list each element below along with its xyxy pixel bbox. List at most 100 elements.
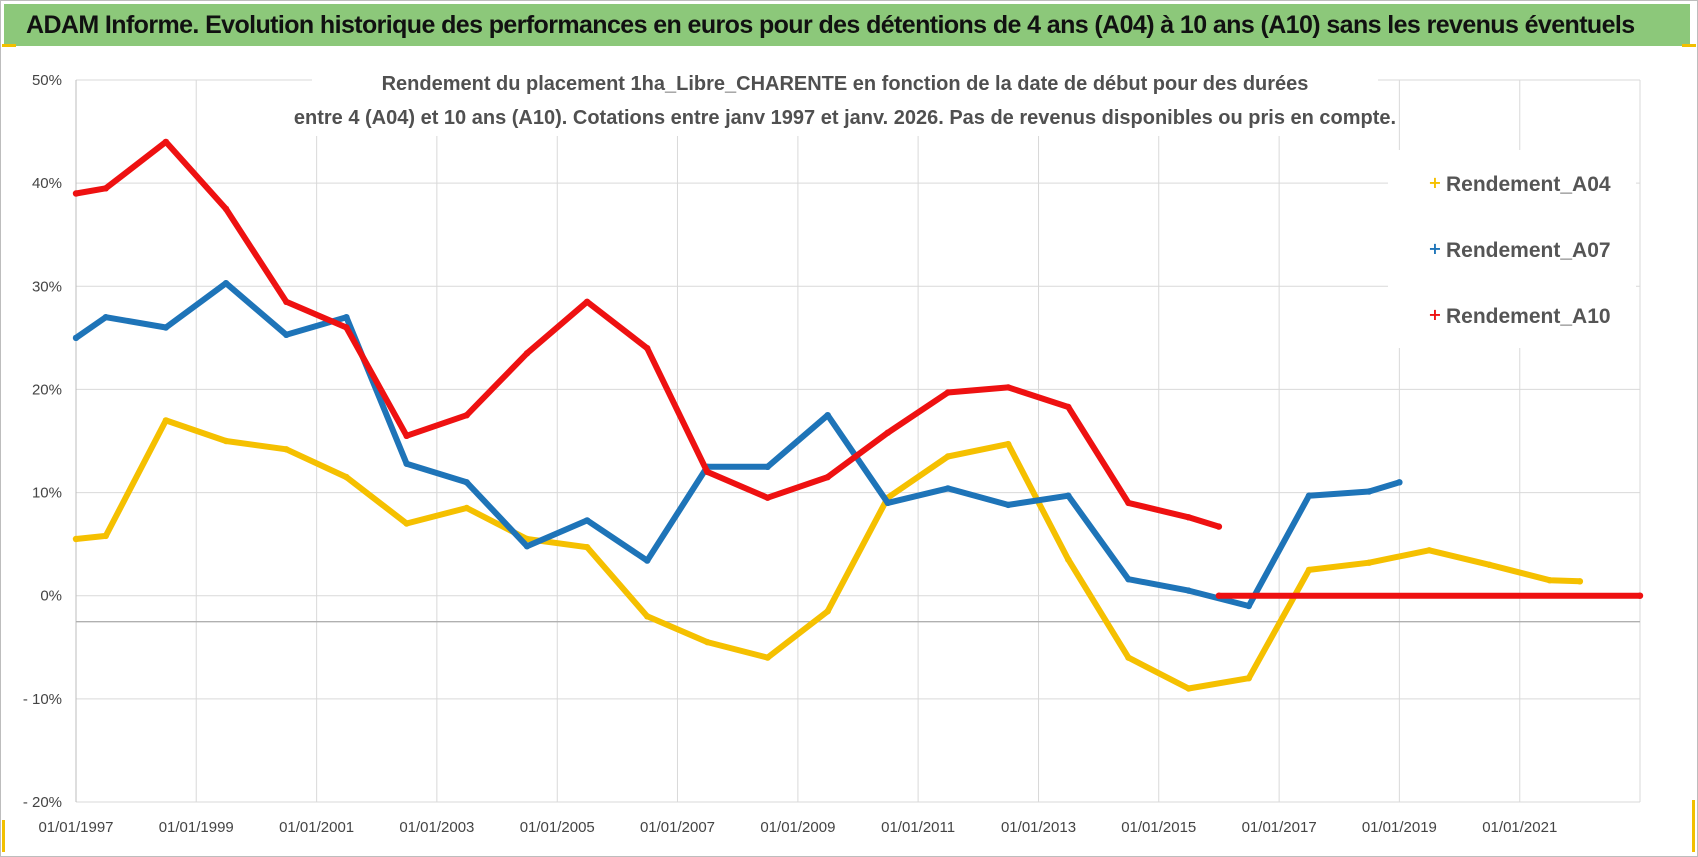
x-tick-label: 01/01/2021 <box>1482 819 1557 836</box>
data-point <box>1125 499 1132 507</box>
corner-accent-bottom-right <box>1692 800 1695 852</box>
data-point <box>1365 488 1373 495</box>
data-point <box>283 331 290 338</box>
data-point <box>644 613 651 620</box>
data-point <box>1215 523 1223 530</box>
legend-entry: Rendement_A10 <box>1446 305 1611 328</box>
data-point <box>704 638 711 646</box>
data-point <box>583 544 591 551</box>
y-tick-label: 50% <box>32 72 62 89</box>
y-tick-label: 40% <box>32 175 62 192</box>
series-line <box>73 280 1403 609</box>
data-point <box>1305 566 1313 574</box>
data-point <box>102 532 110 540</box>
y-tick-label: - 20% <box>23 794 62 811</box>
data-point <box>1125 576 1132 583</box>
data-point <box>72 334 80 342</box>
x-tick-label: 01/01/2007 <box>640 819 715 836</box>
y-tick-label: 30% <box>32 278 62 295</box>
legend-background <box>1388 150 1636 348</box>
data-point <box>523 350 531 357</box>
x-tick-label: 01/01/2017 <box>1242 819 1317 836</box>
data-point <box>343 473 350 481</box>
data-point <box>884 499 891 507</box>
data-point <box>824 412 831 419</box>
data-point <box>884 429 891 436</box>
y-tick-label: 10% <box>32 485 62 502</box>
data-point <box>463 479 470 486</box>
corner-accent-bottom-left <box>2 820 5 852</box>
data-point <box>463 504 470 512</box>
legend-entry: Rendement_A04 <box>1446 173 1611 196</box>
data-point <box>944 389 952 396</box>
data-point <box>1245 675 1253 682</box>
corner-accent-top-right <box>1682 44 1696 47</box>
x-tick-label: 01/01/2015 <box>1121 819 1196 836</box>
data-point <box>944 485 952 492</box>
corner-accent-top-left <box>2 44 16 47</box>
data-point <box>1185 685 1192 692</box>
x-tick-label: 01/01/1999 <box>159 819 234 836</box>
x-tick-label: 01/01/2013 <box>1001 819 1076 836</box>
data-point <box>1305 492 1313 499</box>
data-point <box>704 468 711 476</box>
legend-marker-icon: + <box>1428 305 1441 324</box>
chart-title-line-1: Rendement du placement 1ha_Libre_CHARENT… <box>382 73 1309 95</box>
data-point <box>222 437 230 445</box>
data-series <box>72 138 1644 692</box>
data-point <box>583 298 591 305</box>
data-point <box>1125 654 1132 661</box>
series-Rendement_A04 <box>72 417 1584 692</box>
data-point <box>644 345 651 352</box>
data-point <box>583 517 591 524</box>
x-tick-label: 01/01/1997 <box>38 819 113 836</box>
data-point <box>1005 440 1012 448</box>
data-point <box>824 608 831 615</box>
legend-entry: Rendement_A07 <box>1446 239 1611 262</box>
x-axis-ticks: 01/01/1997 01/01/1999 01/01/2001 01/01/2003… <box>38 819 1557 836</box>
data-point <box>463 412 470 419</box>
data-point <box>72 190 80 197</box>
x-tick-label: 01/01/2019 <box>1362 819 1437 836</box>
data-point <box>1005 384 1012 391</box>
data-point <box>72 535 80 543</box>
chart-title-group: Rendement du placement 1ha_Libre_CHARENT… <box>294 64 1396 136</box>
data-point <box>944 453 952 460</box>
x-tick-label: 01/01/2009 <box>760 819 835 836</box>
data-point <box>1005 501 1012 509</box>
chart-title-line-2: entre 4 (A04) et 10 ans (A10). Cotations… <box>294 107 1396 129</box>
data-point <box>644 557 651 564</box>
data-point <box>162 324 170 331</box>
y-tick-label: 0% <box>40 588 62 605</box>
data-point <box>1396 479 1403 486</box>
data-point <box>1065 556 1072 563</box>
x-tick-label: 01/01/2011 <box>881 819 955 836</box>
series-Rendement_A07 <box>72 280 1403 610</box>
data-point <box>403 460 410 467</box>
data-point <box>403 520 410 527</box>
data-point <box>1365 559 1373 566</box>
data-point <box>343 314 350 321</box>
series-A10-zero <box>1215 592 1644 599</box>
report-banner: ADAM Informe. Evolution historique des p… <box>4 4 1690 46</box>
data-point <box>162 138 170 146</box>
data-point <box>343 324 350 331</box>
data-point <box>1185 514 1192 521</box>
data-point <box>824 473 831 481</box>
chart-legend: + Rendement_A04 + Rendement_A07 + Rendement_A… <box>1388 150 1636 348</box>
data-point <box>523 543 531 550</box>
data-point <box>764 494 771 501</box>
data-point <box>1065 492 1072 499</box>
x-tick-label: 01/01/2005 <box>520 819 595 836</box>
data-point <box>222 280 230 287</box>
data-point <box>1576 578 1584 585</box>
data-point <box>1185 587 1192 594</box>
data-point <box>1546 577 1553 584</box>
data-point <box>1636 592 1644 599</box>
data-point <box>764 654 771 661</box>
data-point <box>162 417 170 424</box>
series-line <box>73 138 1222 530</box>
data-point <box>1245 602 1253 610</box>
data-point <box>283 446 290 453</box>
